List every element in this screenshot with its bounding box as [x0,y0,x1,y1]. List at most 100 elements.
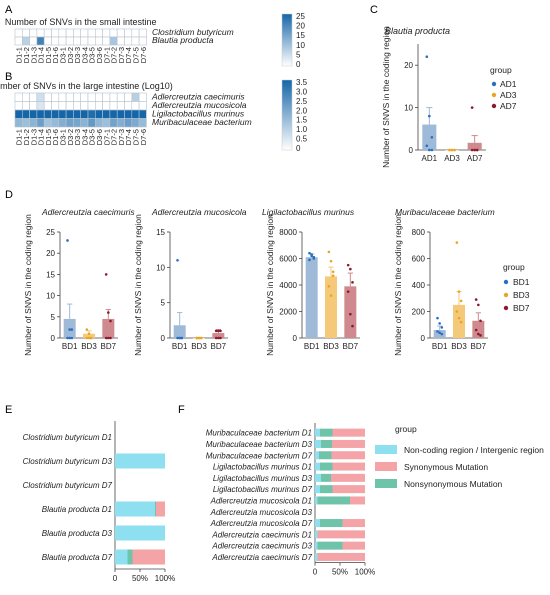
stacked-segment [132,549,165,565]
y-tick-label: 2000 [279,308,297,317]
data-point [438,331,441,335]
data-point [455,241,459,244]
heatmap-cell [131,36,140,46]
x-tick-label: BD7 [343,342,359,351]
y-tick-label: 8000 [279,228,297,237]
bar [344,286,357,338]
y-tick-label: 20 [404,61,413,70]
data-point [66,336,69,340]
heatmap-cell [138,118,147,128]
heatmap-title: Number of SNVs in the small intestine [5,17,157,27]
colorbar-tick-label: 3.0 [296,87,308,96]
legend-swatch [375,479,397,488]
panel-letter-a: A [5,4,13,16]
heatmap-cell [80,101,89,111]
heatmap-col-label: D7-2 [110,47,119,63]
heatmap-cell [124,118,133,128]
bar [453,304,465,338]
heatmap-cell [80,92,89,102]
data-point [450,148,454,152]
heatmap-col-label: D7-3 [117,129,126,145]
legend-dot [491,81,497,87]
y-axis-label: Number of SNVS in the coding region [133,214,143,356]
heatmap-cell [80,109,89,119]
data-point [457,316,461,320]
stacked-segment [315,451,319,460]
heatmap-cell [51,92,60,102]
x-tick-label: BD3 [451,342,467,351]
heatmap-cell [73,118,82,128]
data-point [310,254,313,258]
heatmap-cell [87,101,96,111]
x-tick-label: 50% [332,568,348,577]
data-point [312,257,316,260]
x-tick-label: BD7 [471,342,487,351]
stacked-segment [320,428,333,437]
y-tick-label: 6000 [279,255,297,264]
category-label: Clostridium butyricum D1 [23,433,112,442]
y-tick-label: 400 [412,281,426,290]
heatmap-col-label: D3-6 [95,47,104,63]
legend-swatch [375,462,397,471]
y-tick-label: 0 [51,334,56,343]
heatmap-cell [51,101,60,111]
data-point [438,322,441,325]
stacked-segment [115,501,155,517]
y-tick-label: 25 [46,228,55,237]
stacked-segment [115,525,165,541]
heatmap-cell [21,101,30,111]
data-point [68,328,71,331]
heatmap-cell [58,118,67,128]
heatmap-cell [73,109,82,119]
heatmap-cell [73,101,82,111]
x-tick-label: BD1 [62,342,78,351]
colorbar-tick-label: 1.5 [296,116,308,125]
stacked-segment [315,541,318,550]
legend-label: BD3 [513,290,530,300]
heatmap-cell [51,118,60,128]
heatmap-col-label: D3-1 [58,47,67,63]
legend-swatch [375,445,397,454]
stacked-segment [320,462,333,471]
stacked-segment [321,473,331,482]
bar [433,330,446,338]
heatmap-cell [29,36,38,46]
colorbar-tick-label: 2.0 [296,106,308,115]
heatmap-cell [138,36,147,46]
x-tick-label: AD3 [444,154,460,163]
colorbar [281,13,293,67]
category-label: Adlercreutzia mucosicola D1 [210,496,312,505]
heatmap-cell [51,28,60,38]
stacked-segment [332,439,365,448]
heatmap-cell [14,101,23,111]
heatmap-cell [58,109,67,119]
heatmap-col-label: D1-3 [29,129,38,145]
heatmap-cell [58,28,67,38]
data-point [214,329,218,333]
category-label: Blautia producta D7 [42,553,113,562]
stacked-segment [315,462,320,471]
data-point [479,334,482,337]
x-tick-label: BD1 [432,342,448,351]
heatmap-cell [36,101,45,111]
heatmap-cell [124,36,133,46]
heatmap-cell [124,28,133,38]
stacked-segment [342,541,365,550]
stacked-segment [315,473,321,482]
x-tick-label: 100% [355,568,375,577]
bar [422,124,437,150]
heatmap-cell [51,36,60,46]
stacked-segment [315,485,320,494]
category-label: Adlercreutzia mucosicola D7 [210,519,313,528]
data-point [430,135,434,139]
heatmap-cell [87,36,96,46]
legend-label: Synonymous Mutation [404,462,488,472]
category-label: Muribaculaceae bacterium D7 [206,451,313,460]
heatmap-col-label: D7-3 [117,47,126,63]
x-tick-label: 50% [132,574,148,583]
heatmap-cell [131,28,140,38]
heatmap-cell [21,109,30,119]
stacked-segment [315,496,318,505]
data-point [180,336,184,340]
colorbar-tick-label: 0.5 [296,135,308,144]
